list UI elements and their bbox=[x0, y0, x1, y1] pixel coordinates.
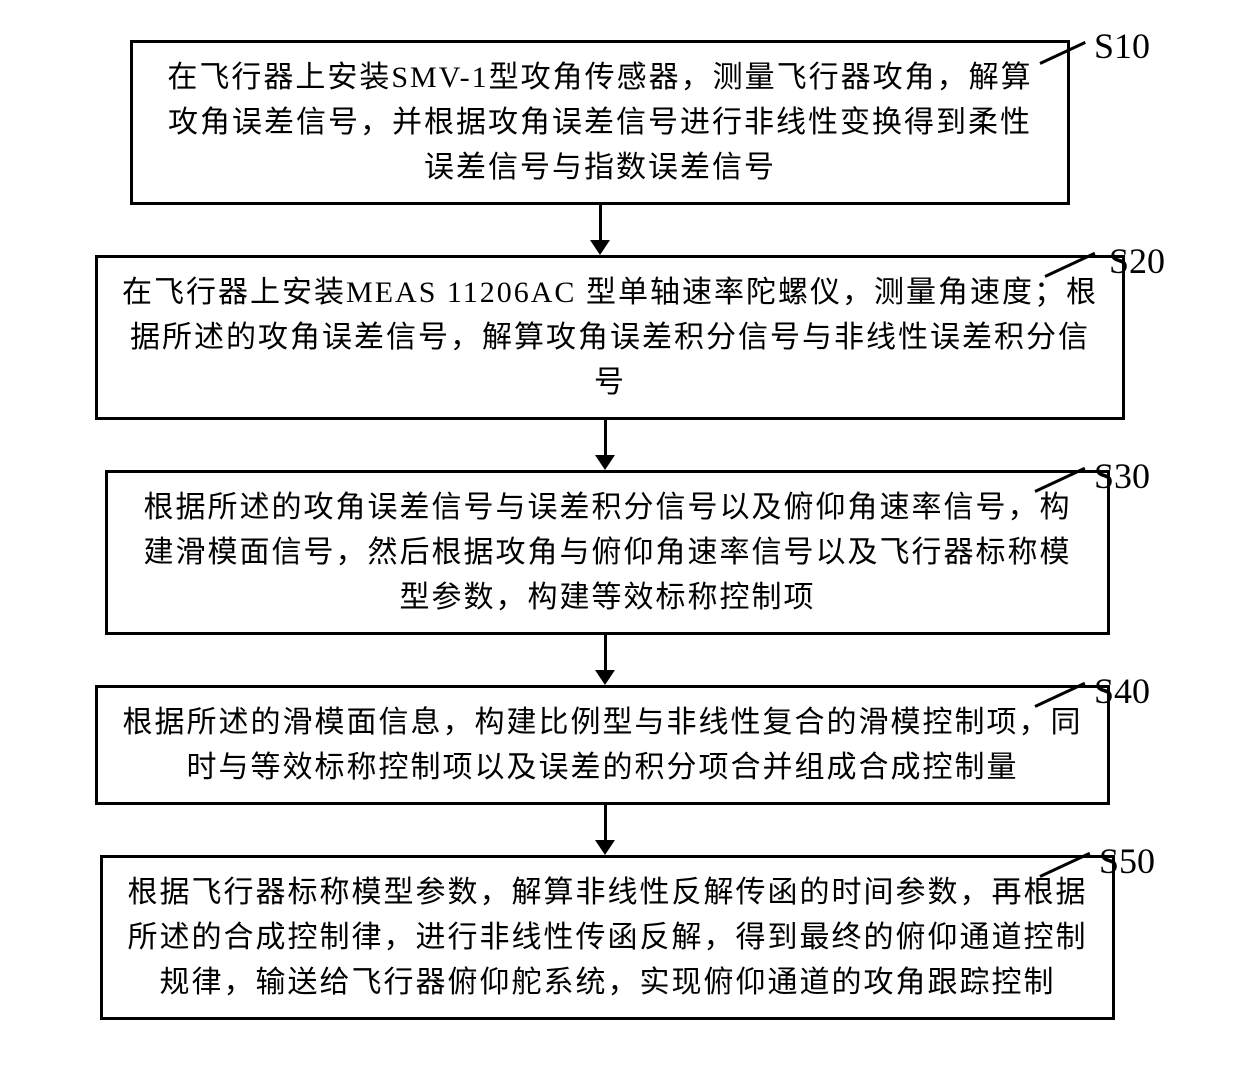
arrow-1 bbox=[30, 205, 1170, 255]
step-4-text: 根据所述的滑模面信息，构建比例型与非线性复合的滑模控制项，同时与等效标称控制项以… bbox=[118, 700, 1087, 790]
step-4-label: S40 bbox=[1094, 670, 1150, 712]
arrow-2 bbox=[35, 420, 1175, 470]
step-5-text: 根据飞行器标称模型参数，解算非线性反解传函的时间参数，再根据所述的合成控制律，进… bbox=[123, 870, 1092, 1005]
step-2-label: S20 bbox=[1109, 240, 1165, 282]
step-4-container: 根据所述的滑模面信息，构建比例型与非线性复合的滑模控制项，同时与等效标称控制项以… bbox=[50, 685, 1190, 805]
arrow-4-line bbox=[604, 805, 607, 840]
arrow-2-line bbox=[604, 420, 607, 455]
step-3-container: 根据所述的攻角误差信号与误差积分信号以及俯仰角速率信号，构建滑模面信号，然后根据… bbox=[50, 470, 1190, 635]
step-5-container: 根据飞行器标称模型参数，解算非线性反解传函的时间参数，再根据所述的合成控制律，进… bbox=[50, 855, 1190, 1020]
step-3-box: 根据所述的攻角误差信号与误差积分信号以及俯仰角速率信号，构建滑模面信号，然后根据… bbox=[105, 470, 1110, 635]
step-2-text: 在飞行器上安装MEAS 11206AC 型单轴速率陀螺仪，测量角速度；根据所述的… bbox=[118, 270, 1102, 405]
step-3-label: S30 bbox=[1094, 455, 1150, 497]
flowchart-container: 在飞行器上安装SMV-1型攻角传感器，测量飞行器攻角，解算攻角误差信号，并根据攻… bbox=[50, 40, 1190, 1020]
step-3-text: 根据所述的攻角误差信号与误差积分信号以及俯仰角速率信号，构建滑模面信号，然后根据… bbox=[128, 485, 1087, 620]
arrow-4 bbox=[35, 805, 1175, 855]
step-1-label: S10 bbox=[1094, 25, 1150, 67]
arrow-4-head bbox=[595, 840, 615, 855]
step-2-box: 在飞行器上安装MEAS 11206AC 型单轴速率陀螺仪，测量角速度；根据所述的… bbox=[95, 255, 1125, 420]
arrow-1-line bbox=[599, 205, 602, 240]
step-2-container: 在飞行器上安装MEAS 11206AC 型单轴速率陀螺仪，测量角速度；根据所述的… bbox=[50, 255, 1190, 420]
step-1-box: 在飞行器上安装SMV-1型攻角传感器，测量飞行器攻角，解算攻角误差信号，并根据攻… bbox=[130, 40, 1070, 205]
arrow-3-head bbox=[595, 670, 615, 685]
step-1-container: 在飞行器上安装SMV-1型攻角传感器，测量飞行器攻角，解算攻角误差信号，并根据攻… bbox=[50, 40, 1190, 205]
arrow-2-head bbox=[595, 455, 615, 470]
step-5-label: S50 bbox=[1099, 840, 1155, 882]
arrow-3 bbox=[35, 635, 1175, 685]
step-1-text: 在飞行器上安装SMV-1型攻角传感器，测量飞行器攻角，解算攻角误差信号，并根据攻… bbox=[153, 55, 1047, 190]
step-4-box: 根据所述的滑模面信息，构建比例型与非线性复合的滑模控制项，同时与等效标称控制项以… bbox=[95, 685, 1110, 805]
step-5-box: 根据飞行器标称模型参数，解算非线性反解传函的时间参数，再根据所述的合成控制律，进… bbox=[100, 855, 1115, 1020]
arrow-1-head bbox=[590, 240, 610, 255]
arrow-3-line bbox=[604, 635, 607, 670]
